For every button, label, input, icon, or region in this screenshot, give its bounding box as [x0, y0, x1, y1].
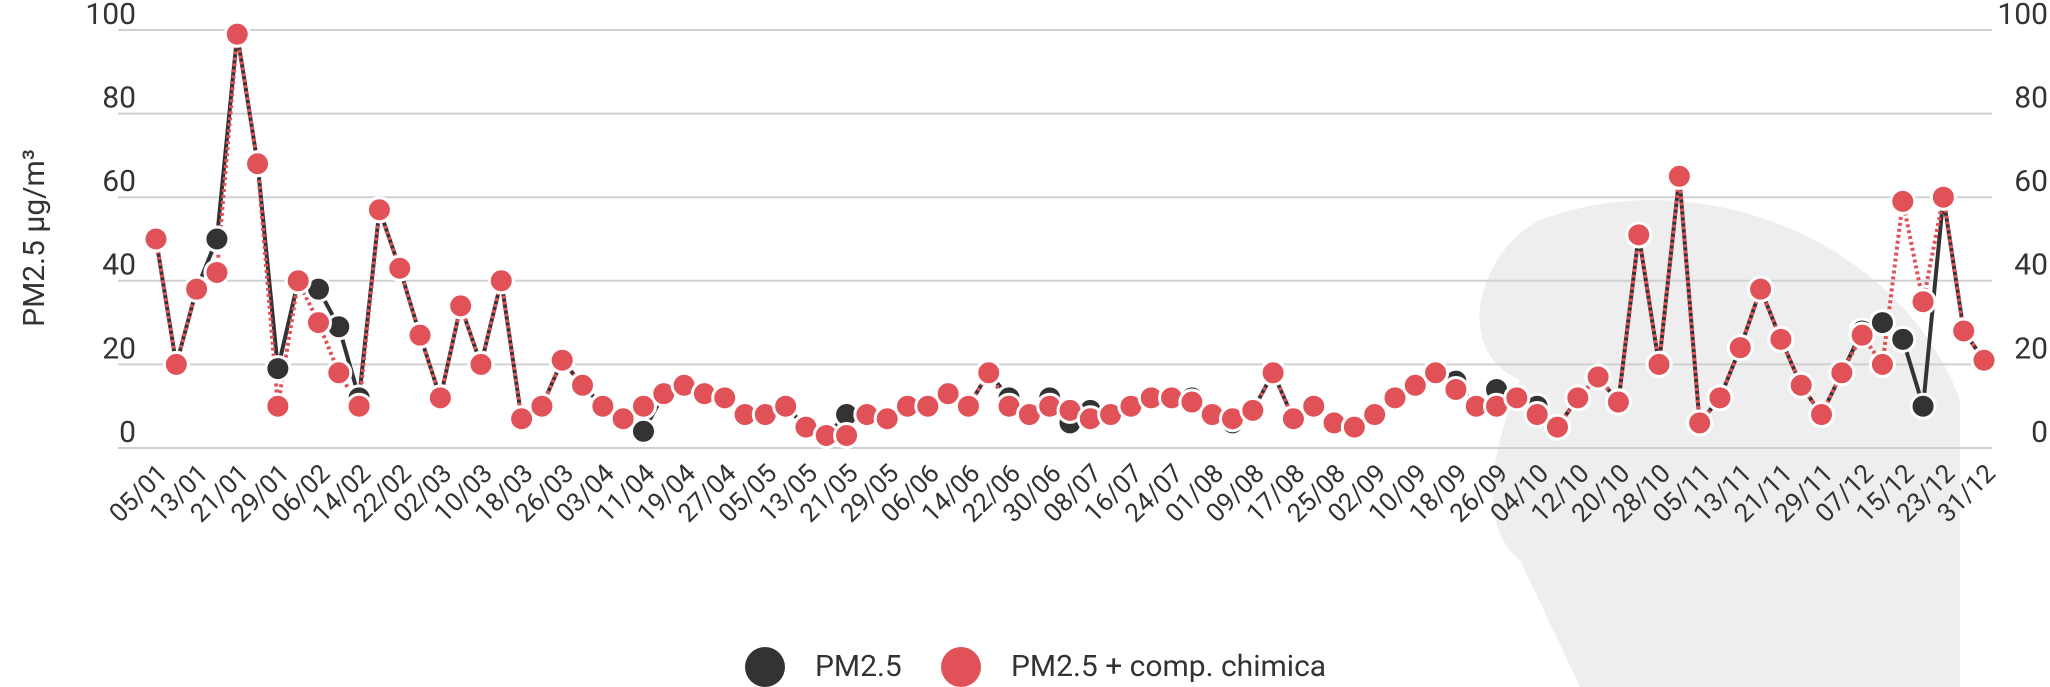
data-point — [386, 254, 414, 282]
data-point — [487, 267, 515, 295]
data-point — [183, 275, 211, 303]
data-point — [264, 355, 292, 383]
data-point — [304, 309, 332, 337]
data-point — [1361, 401, 1389, 429]
data-point — [528, 392, 556, 420]
data-point — [934, 380, 962, 408]
y-axis-label: PM2.5 µg/m³ — [17, 149, 52, 327]
data-point — [1604, 388, 1632, 416]
data-point — [1259, 359, 1287, 387]
data-point — [1686, 409, 1714, 437]
data-point — [1401, 371, 1429, 399]
data-point — [1848, 321, 1876, 349]
data-point — [467, 350, 495, 378]
data-point — [1767, 325, 1795, 353]
y-tick-label: 100 — [85, 0, 136, 32]
data-point — [244, 150, 272, 178]
data-point — [203, 258, 231, 286]
data-point — [1909, 288, 1937, 316]
data-point — [1828, 359, 1856, 387]
data-point — [1300, 392, 1328, 420]
data-point — [772, 392, 800, 420]
data-point — [1747, 275, 1775, 303]
legend-marker — [941, 647, 981, 687]
y-tick-label: 60 — [102, 164, 136, 199]
data-point — [569, 371, 597, 399]
y-tick-label: 20 — [102, 331, 136, 366]
data-point — [1950, 317, 1978, 345]
data-point — [1889, 325, 1917, 353]
data-point — [508, 405, 536, 433]
data-point — [1645, 350, 1673, 378]
data-point — [711, 384, 739, 412]
data-point — [548, 346, 576, 374]
data-point — [1340, 413, 1368, 441]
legend-label: PM2.5 — [815, 649, 902, 684]
data-point — [1442, 375, 1470, 403]
y2-tick-label: 60 — [2014, 164, 2048, 199]
data-point — [1381, 384, 1409, 412]
data-point — [1868, 309, 1896, 337]
y2-tick-label: 0 — [2031, 415, 2048, 450]
background-shape — [1479, 200, 1960, 687]
data-point — [365, 196, 393, 224]
y-tick-label: 80 — [102, 81, 136, 116]
data-point — [1422, 359, 1450, 387]
data-point — [1543, 413, 1571, 441]
data-point — [1584, 363, 1612, 391]
data-point — [1239, 396, 1267, 424]
data-point — [1726, 334, 1754, 362]
data-point — [406, 321, 434, 349]
data-point — [1625, 221, 1653, 249]
data-point — [1564, 384, 1592, 412]
data-point — [1929, 183, 1957, 211]
data-point — [975, 359, 1003, 387]
data-point — [609, 405, 637, 433]
data-point — [1889, 187, 1917, 215]
data-point — [325, 359, 353, 387]
data-point — [264, 392, 292, 420]
data-point — [1970, 346, 1998, 374]
y2-tick-label: 100 — [1997, 0, 2048, 32]
data-point — [1178, 388, 1206, 416]
data-point — [345, 392, 373, 420]
data-point — [1787, 371, 1815, 399]
legend-label: PM2.5 + comp. chimica — [1011, 649, 1326, 684]
y-tick-label: 40 — [102, 248, 136, 283]
data-point — [426, 384, 454, 412]
data-point — [914, 392, 942, 420]
data-point — [1503, 384, 1531, 412]
data-point — [162, 350, 190, 378]
legend-marker — [745, 647, 785, 687]
data-point — [447, 292, 475, 320]
data-point — [203, 225, 231, 253]
data-point — [589, 392, 617, 420]
data-point — [629, 392, 657, 420]
data-point — [954, 392, 982, 420]
data-point — [1523, 401, 1551, 429]
data-point — [1279, 405, 1307, 433]
y-tick-label: 0 — [119, 415, 136, 450]
y2-tick-label: 40 — [2014, 248, 2048, 283]
data-point — [873, 405, 901, 433]
data-point — [223, 20, 251, 48]
data-point — [1665, 162, 1693, 190]
y2-tick-label: 20 — [2014, 331, 2048, 366]
data-point — [142, 225, 170, 253]
data-point — [1909, 392, 1937, 420]
data-point — [833, 421, 861, 449]
y2-tick-label: 80 — [2014, 81, 2048, 116]
data-point — [1808, 401, 1836, 429]
data-point — [284, 267, 312, 295]
data-point — [1868, 350, 1896, 378]
data-point — [1706, 384, 1734, 412]
